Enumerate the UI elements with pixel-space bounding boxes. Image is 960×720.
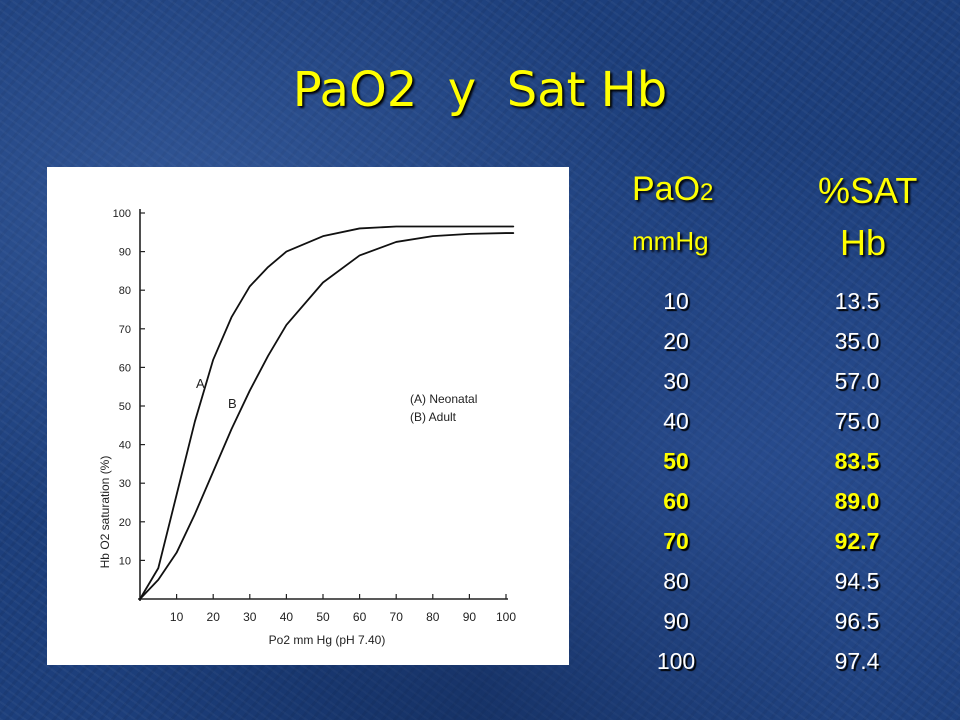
y-tick-label: 40 — [119, 440, 131, 452]
legend-neonatal: (A) Neonatal — [410, 392, 477, 406]
chart-svg: 10 20 30 40 50 60 70 80 90 100 10 20 30 40 50 60 70 80 90 1… — [98, 208, 517, 647]
pao2-value: 70 — [663, 528, 689, 554]
pao2-header: PaO2 — [632, 170, 713, 209]
pao2-value: 30 — [663, 368, 689, 394]
y-tick-label: 30 — [119, 478, 131, 490]
sat-header-line2: Hb — [840, 222, 887, 263]
y-tick-label: 10 — [119, 555, 131, 567]
sat-value: 35.0 — [834, 328, 880, 354]
pao2-header-main: PaO — [632, 170, 701, 208]
pao2-header-sub: 2 — [700, 179, 714, 206]
y-tick-label: 50 — [119, 401, 131, 413]
curve-b — [139, 232, 515, 600]
x-tick-label: 90 — [463, 610, 477, 624]
sat-value: 57.0 — [834, 368, 880, 394]
pao2-value: 90 — [663, 608, 689, 634]
x-tick-label: 100 — [496, 610, 516, 624]
sat-value: 97.4 — [834, 648, 880, 674]
pao2-value: 60 — [663, 488, 689, 514]
pao2-unit-header: mmHg — [632, 226, 709, 256]
slide-title: PaO2 y Sat Hb — [292, 62, 668, 118]
x-tick-label: 20 — [207, 610, 221, 624]
curve-a — [139, 225, 515, 600]
y-tick-label: 60 — [119, 362, 131, 374]
chart-curves — [139, 225, 515, 600]
x-axis-label: Po2 mm Hg (pH 7.40) — [269, 633, 386, 647]
x-tick-label: 30 — [243, 610, 257, 624]
x-tick-label: 50 — [316, 610, 330, 624]
sat-header-line1: %SAT — [818, 170, 918, 211]
pao2-value: 50 — [663, 448, 689, 474]
sat-value: 92.7 — [834, 528, 880, 554]
pao2-value: 40 — [663, 408, 689, 434]
pao2-value: 80 — [663, 568, 689, 594]
x-tick-label: 60 — [353, 610, 367, 624]
x-tick-label: 40 — [280, 610, 294, 624]
curve-label-b: B — [228, 396, 237, 411]
y-tick-label: 90 — [119, 247, 131, 259]
curve-label-a: A — [196, 376, 205, 391]
pao2-value: 20 — [663, 328, 689, 354]
legend-adult: (B) Adult — [410, 410, 457, 424]
sat-value: 94.5 — [834, 568, 880, 594]
y-axis-label: Hb O2 saturation (%) — [98, 456, 112, 569]
oxygen-dissociation-chart: 10 20 30 40 50 60 70 80 90 100 10 20 30 40 50 60 70 80 90 1… — [47, 167, 569, 665]
sat-value: 96.5 — [834, 608, 880, 634]
y-tick-label: 70 — [119, 324, 131, 336]
y-tick-label: 20 — [119, 517, 131, 529]
x-tick-label: 10 — [170, 610, 184, 624]
pao2-value: 10 — [663, 288, 689, 314]
sat-value: 75.0 — [834, 408, 880, 434]
y-tick-label: 80 — [119, 285, 131, 297]
pao2-value: 100 — [656, 648, 696, 674]
y-tick-label: 100 — [113, 208, 131, 220]
chart-ticks: 10 20 30 40 50 60 70 80 90 100 10 20 30 40 50 60 70 80 90 1… — [113, 208, 517, 624]
sat-value: 13.5 — [834, 288, 880, 314]
x-tick-label: 70 — [390, 610, 404, 624]
sat-value: 83.5 — [834, 448, 880, 474]
sat-value: 89.0 — [834, 488, 880, 514]
x-tick-label: 80 — [426, 610, 440, 624]
